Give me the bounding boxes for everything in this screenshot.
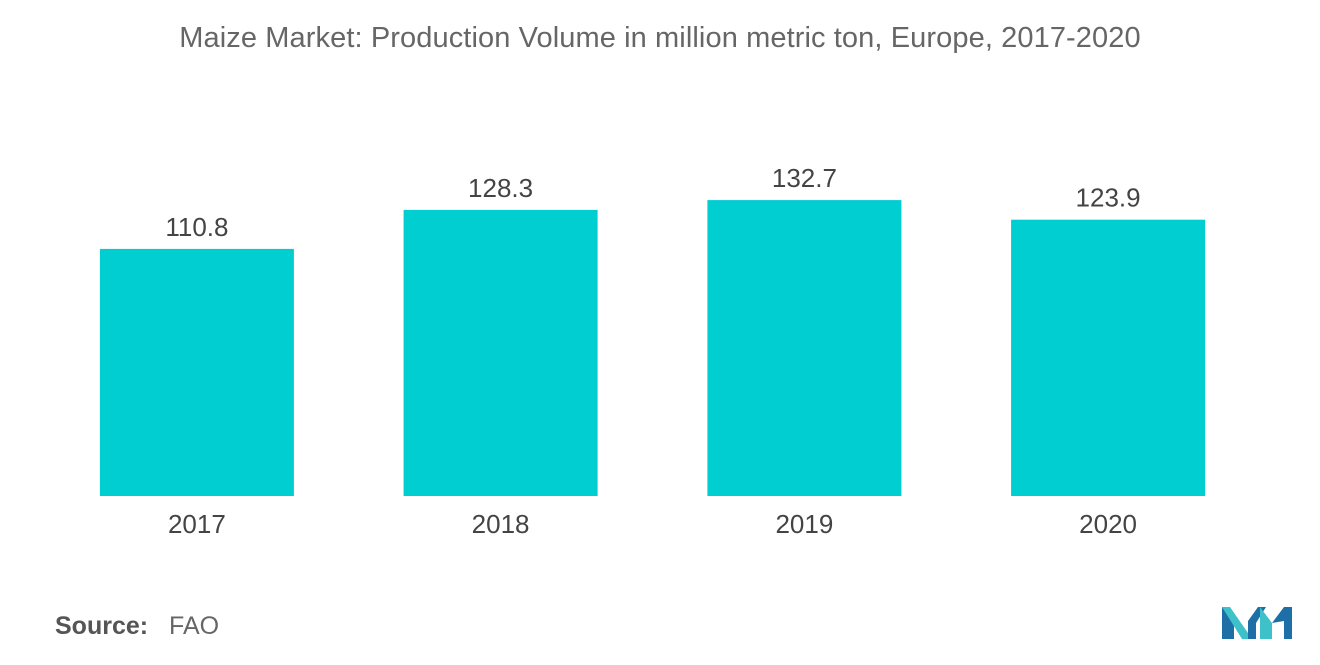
bar-2019 xyxy=(707,200,902,496)
value-label-2019: 132.7 xyxy=(772,163,837,193)
category-label-2019: 2019 xyxy=(775,509,833,539)
source-note: Source: FAO xyxy=(55,612,219,641)
bar-2018 xyxy=(403,209,598,496)
value-labels-layer: 110.8 128.3 132.7 123.9 xyxy=(165,163,1140,242)
source-value: FAO xyxy=(169,612,220,640)
category-label-2020: 2020 xyxy=(1079,509,1137,539)
category-label-2018: 2018 xyxy=(472,509,530,539)
chart-title: Maize Market: Production Volume in milli… xyxy=(179,22,1141,54)
source-label: Source: xyxy=(55,612,149,640)
value-label-2020: 123.9 xyxy=(1076,183,1141,213)
value-label-2018: 128.3 xyxy=(468,173,533,203)
value-label-2017: 110.8 xyxy=(165,212,228,242)
mordor-intelligence-logo-icon xyxy=(1222,607,1292,639)
bar-2017 xyxy=(99,248,294,496)
category-labels-layer: 2017 2018 2019 2020 xyxy=(168,509,1137,539)
bars-layer xyxy=(99,200,1206,496)
bar-2020 xyxy=(1011,219,1206,496)
category-label-2017: 2017 xyxy=(168,509,226,539)
